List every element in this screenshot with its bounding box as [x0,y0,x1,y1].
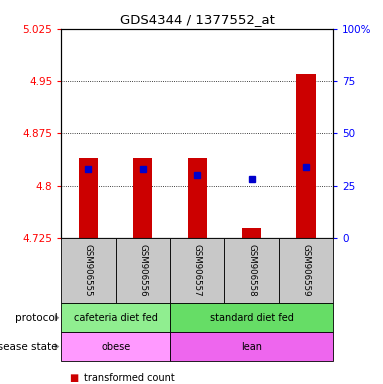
Text: protocol: protocol [15,313,57,323]
Text: ■: ■ [69,373,78,383]
Text: obese: obese [101,341,130,352]
Text: GSM906558: GSM906558 [247,244,256,297]
Bar [242,228,261,238]
Text: transformed count: transformed count [84,373,175,383]
Text: lean: lean [241,341,262,352]
Bar [188,158,207,238]
Text: cafeteria diet fed: cafeteria diet fed [74,313,157,323]
Text: standard diet fed: standard diet fed [210,313,293,323]
Bar [133,158,152,238]
Text: GSM906557: GSM906557 [193,244,202,297]
Text: GSM906555: GSM906555 [84,244,93,297]
Title: GDS4344 / 1377552_at: GDS4344 / 1377552_at [120,13,275,26]
Text: GSM906559: GSM906559 [301,245,311,297]
Text: disease state: disease state [0,341,57,352]
Bar [296,74,316,238]
Text: GSM906556: GSM906556 [138,244,147,297]
Bar [79,158,98,238]
